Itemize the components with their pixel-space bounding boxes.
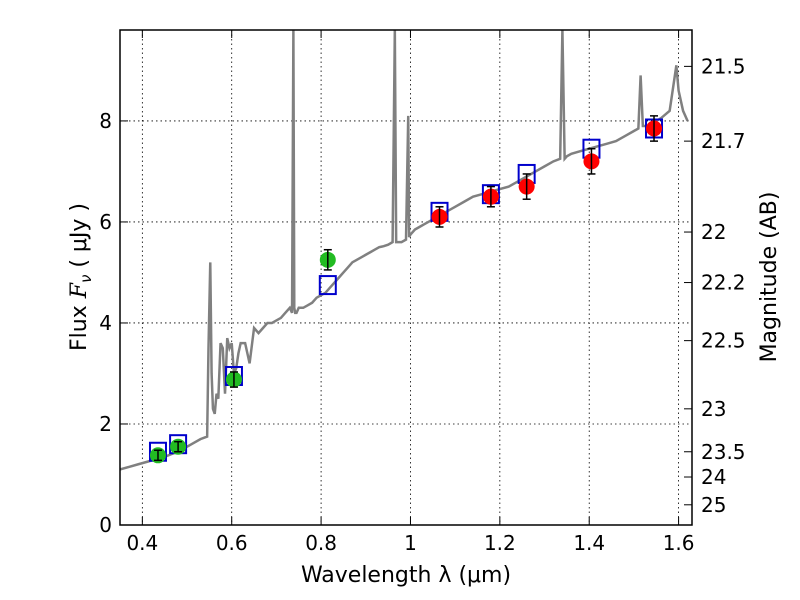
x-tick-label: 0.4 <box>126 531 158 555</box>
x-tick-label: 0.8 <box>305 531 337 555</box>
y-axis-label-unit: ( μJy ) <box>67 203 92 275</box>
model-photometry-square <box>318 275 337 296</box>
observed-photometry-markers <box>149 115 663 464</box>
magnitude-tick-label: 22.2 <box>701 271 746 295</box>
y-tick-label: 0 <box>99 513 112 537</box>
model-spectrum-line <box>120 30 689 471</box>
magnitude-tick-label: 22 <box>701 220 726 244</box>
magnitude-tick-label: 24 <box>701 465 726 489</box>
magnitude-tick-label: 22.5 <box>701 329 746 353</box>
magnitude-tick-label: 23.5 <box>701 440 746 464</box>
y-tick-label: 8 <box>99 109 112 133</box>
x-tick-label: 0.6 <box>216 531 248 555</box>
y-axis-ticks: 0 2 4 6 8 <box>99 109 128 537</box>
y-axis-label: Flux Fν ( μJy ) <box>67 203 95 351</box>
y-axis-label-prefix: Flux <box>67 298 92 351</box>
x-tick-label: 1.6 <box>663 531 695 555</box>
x-tick-label: 1 <box>404 531 417 555</box>
magnitude-axis-label: Magnitude (AB) <box>757 192 782 363</box>
y-axis-label-subscript: ν <box>77 275 95 283</box>
y-tick-label: 4 <box>99 311 112 335</box>
y-tick-label: 2 <box>99 412 112 436</box>
magnitude-tick-label: 23 <box>701 397 726 421</box>
x-tick-label: 1.2 <box>484 531 516 555</box>
magnitude-tick-label: 21.5 <box>701 54 746 78</box>
x-tick-label: 1.4 <box>573 531 605 555</box>
magnitude-tick-label: 21.7 <box>701 129 746 153</box>
grid-lines <box>120 30 692 526</box>
plot-frame <box>119 29 693 526</box>
magnitude-tick-label: 25 <box>701 493 726 517</box>
x-axis-label: Wavelength λ (μm) <box>301 563 511 588</box>
y-axis-label-symbol: F <box>67 282 92 299</box>
magnitude-axis-ticks: 21.5 21.7 22 22.2 22.5 23 23.524 25 <box>684 54 746 517</box>
y-tick-label: 6 <box>99 210 112 234</box>
x-axis-ticks: 0.4 0.6 0.8 1 1.2 1.4 1.6 <box>126 30 695 555</box>
